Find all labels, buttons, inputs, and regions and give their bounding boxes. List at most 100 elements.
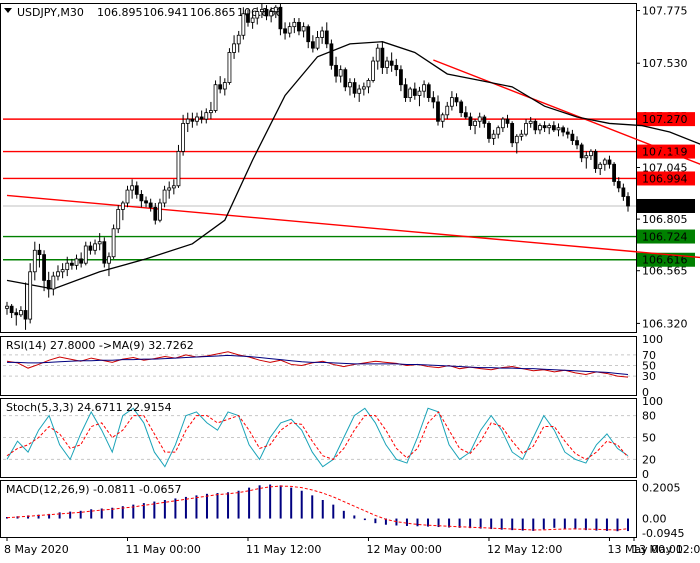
candle[interactable] — [287, 22, 292, 38]
candle[interactable] — [273, 5, 278, 19]
candle[interactable] — [320, 26, 325, 44]
candle[interactable] — [445, 101, 450, 120]
candle[interactable] — [60, 263, 65, 279]
candle[interactable] — [343, 67, 348, 92]
candle[interactable] — [375, 43, 380, 70]
candle[interactable] — [602, 157, 607, 171]
candle[interactable] — [422, 80, 426, 98]
candle[interactable] — [209, 101, 213, 120]
symbol-menu-icon[interactable] — [4, 8, 12, 13]
candle[interactable] — [111, 224, 116, 259]
candle[interactable] — [9, 304, 14, 319]
candle[interactable] — [348, 78, 352, 96]
candle[interactable] — [366, 78, 371, 94]
candle[interactable] — [283, 22, 287, 40]
candle[interactable] — [51, 271, 56, 296]
candle[interactable] — [269, 7, 274, 23]
candle[interactable] — [93, 239, 97, 255]
candle[interactable] — [306, 24, 311, 49]
candle[interactable] — [292, 18, 297, 34]
candle[interactable] — [626, 192, 630, 212]
candle[interactable] — [37, 243, 42, 268]
candle[interactable] — [120, 200, 125, 221]
candle[interactable] — [454, 93, 459, 107]
candle[interactable] — [584, 151, 589, 169]
candle[interactable] — [88, 241, 93, 255]
candle[interactable] — [449, 91, 454, 111]
candle[interactable] — [236, 30, 241, 53]
candle[interactable] — [167, 181, 172, 199]
candle[interactable] — [158, 198, 162, 223]
candle[interactable] — [297, 18, 301, 36]
candle[interactable] — [148, 198, 153, 212]
candle[interactable] — [255, 7, 260, 25]
candle[interactable] — [352, 78, 357, 98]
candle[interactable] — [185, 112, 190, 133]
candle[interactable] — [199, 110, 204, 124]
candle[interactable] — [42, 250, 46, 292]
candle[interactable] — [19, 306, 23, 317]
candle[interactable] — [426, 82, 431, 102]
candle[interactable] — [607, 155, 612, 169]
candle[interactable] — [139, 190, 144, 208]
support-trend-line[interactable] — [6, 194, 700, 259]
candle[interactable] — [616, 177, 621, 193]
candle[interactable] — [79, 252, 84, 268]
candle[interactable] — [403, 78, 408, 102]
candle[interactable] — [125, 185, 130, 208]
candle[interactable] — [334, 56, 338, 83]
candle[interactable] — [69, 258, 74, 270]
candle[interactable] — [74, 254, 79, 270]
candle[interactable] — [28, 263, 33, 324]
candle[interactable] — [153, 202, 158, 225]
candle[interactable] — [371, 56, 376, 83]
candle[interactable] — [408, 86, 413, 102]
candle[interactable] — [528, 116, 533, 128]
candle[interactable] — [83, 241, 88, 266]
candle[interactable] — [593, 149, 598, 173]
candle[interactable] — [23, 282, 28, 330]
candle[interactable] — [547, 123, 552, 135]
candle[interactable] — [213, 80, 218, 113]
candle[interactable] — [56, 265, 60, 281]
candle[interactable] — [232, 35, 236, 59]
candle[interactable] — [556, 123, 561, 137]
candle[interactable] — [468, 112, 473, 130]
candle[interactable] — [612, 162, 616, 186]
candle[interactable] — [533, 119, 538, 135]
candle[interactable] — [500, 116, 505, 133]
candle[interactable] — [246, 9, 250, 27]
candle[interactable] — [301, 22, 306, 38]
candle[interactable] — [417, 86, 422, 107]
candle[interactable] — [97, 233, 102, 251]
candle[interactable] — [487, 121, 491, 143]
candle[interactable] — [5, 301, 9, 315]
candle[interactable] — [463, 106, 468, 120]
candle[interactable] — [250, 13, 255, 29]
candle[interactable] — [190, 112, 195, 128]
candle[interactable] — [459, 99, 464, 117]
candle[interactable] — [524, 119, 528, 137]
candle[interactable] — [134, 181, 139, 199]
candle[interactable] — [496, 125, 501, 139]
candle[interactable] — [195, 112, 199, 126]
candle[interactable] — [399, 65, 403, 92]
candle[interactable] — [171, 179, 176, 195]
candle[interactable] — [102, 237, 107, 268]
candle[interactable] — [116, 205, 121, 234]
candle[interactable] — [579, 142, 584, 163]
candle[interactable] — [361, 82, 366, 96]
candle[interactable] — [505, 114, 510, 128]
candle[interactable] — [310, 35, 315, 53]
candle[interactable] — [218, 76, 223, 94]
candle[interactable] — [324, 22, 329, 49]
candle[interactable] — [394, 58, 399, 77]
candle[interactable] — [561, 125, 566, 137]
candle[interactable] — [477, 112, 482, 128]
candle[interactable] — [357, 84, 362, 102]
candle[interactable] — [412, 82, 417, 100]
candle[interactable] — [222, 78, 227, 96]
candle[interactable] — [542, 121, 547, 133]
candle[interactable] — [440, 112, 445, 128]
